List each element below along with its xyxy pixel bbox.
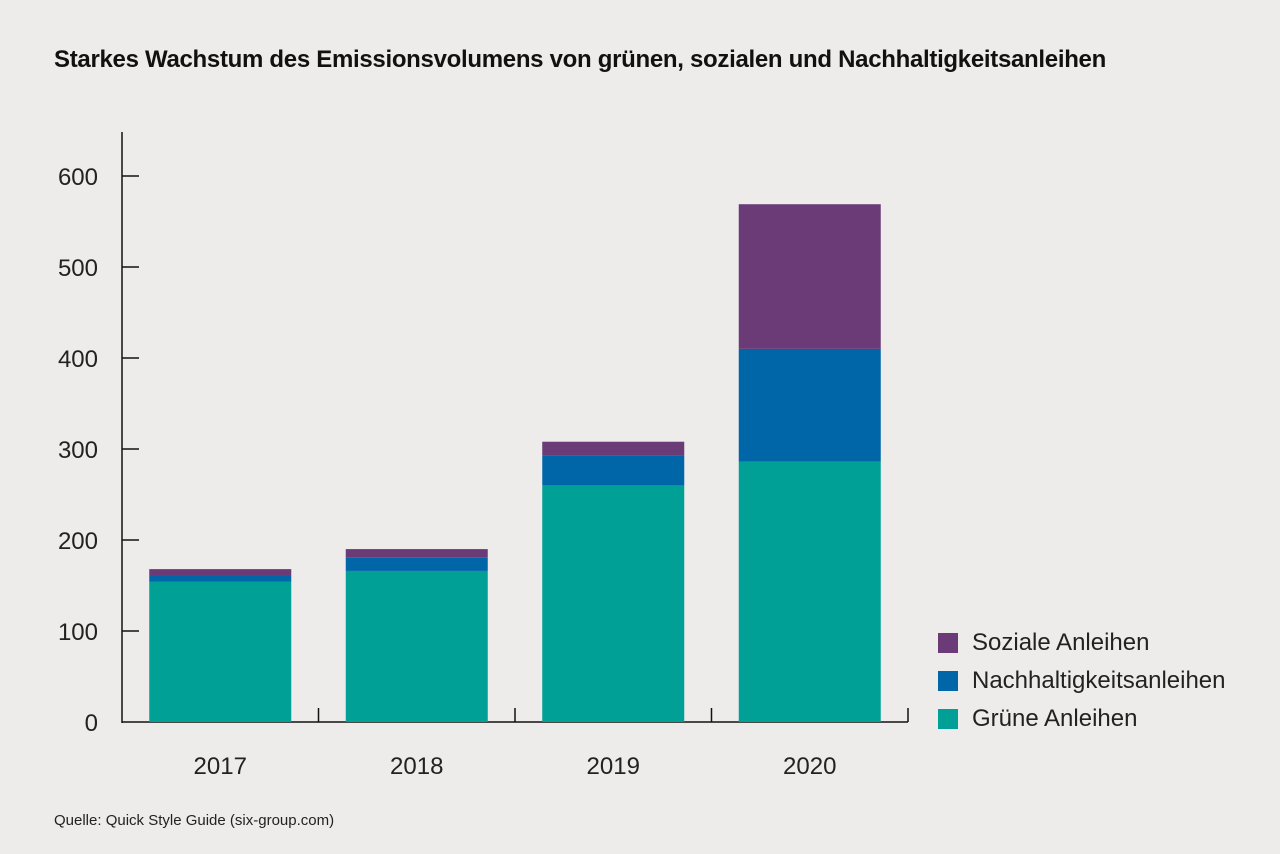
bar-segment-soziale-anleihen-2018 — [345, 549, 488, 558]
y-tick-label: 400 — [58, 346, 98, 373]
bar-segment-grüne-anleihen-2017 — [149, 581, 292, 722]
bar-segment-nachhaltigkeitsanleihen-2019 — [542, 455, 685, 486]
legend-swatch — [938, 671, 958, 691]
bar-segment-soziale-anleihen-2017 — [149, 569, 292, 576]
bar-segment-grüne-anleihen-2018 — [345, 570, 488, 722]
legend-label: Soziale Anleihen — [972, 629, 1150, 656]
bar-segment-nachhaltigkeitsanleihen-2020 — [738, 348, 881, 462]
chart-title: Starkes Wachstum des Emissionsvolumens v… — [54, 46, 1106, 73]
y-tick-label: 0 — [85, 710, 98, 737]
bar-segment-grüne-anleihen-2020 — [738, 461, 881, 722]
source-note: Quelle: Quick Style Guide (six-group.com… — [54, 812, 335, 829]
y-tick-label: 200 — [58, 528, 98, 555]
legend-item: Nachhaltigkeitsanleihen — [938, 662, 1226, 700]
legend-item: Grüne Anleihen — [938, 700, 1226, 738]
y-tick-label: 100 — [58, 619, 98, 646]
legend-label: Grüne Anleihen — [972, 705, 1138, 732]
bar-segment-soziale-anleihen-2020 — [738, 204, 881, 349]
y-tick-label: 600 — [58, 164, 98, 191]
bar-segment-nachhaltigkeitsanleihen-2017 — [149, 575, 292, 582]
legend-swatch — [938, 709, 958, 729]
x-tick-label: 2018 — [390, 753, 443, 780]
bar-segment-grüne-anleihen-2019 — [542, 485, 685, 722]
legend: Soziale Anleihen Nachhaltigkeitsanleihen G… — [938, 624, 1226, 738]
y-tick-label: 300 — [58, 437, 98, 464]
y-tick-label: 500 — [58, 255, 98, 282]
bar-segment-nachhaltigkeitsanleihen-2018 — [345, 557, 488, 571]
legend-label: Nachhaltigkeitsanleihen — [972, 667, 1226, 694]
bar-segment-soziale-anleihen-2019 — [542, 441, 685, 456]
legend-swatch — [938, 633, 958, 653]
x-tick-label: 2019 — [587, 753, 640, 780]
legend-item: Soziale Anleihen — [938, 624, 1226, 662]
x-tick-label: 2020 — [783, 753, 836, 780]
x-tick-label: 2017 — [194, 753, 247, 780]
